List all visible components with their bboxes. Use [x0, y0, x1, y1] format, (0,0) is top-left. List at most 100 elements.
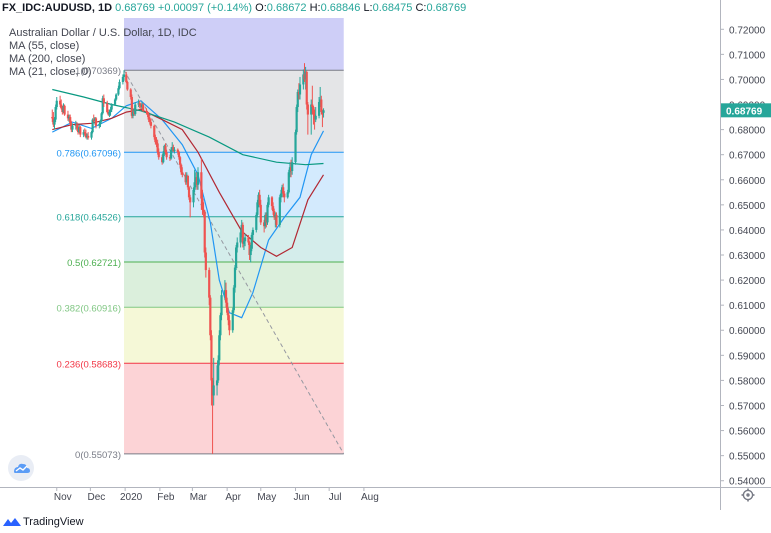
candle-body [302, 74, 305, 85]
candle-body [117, 88, 120, 95]
candle-body [70, 123, 73, 130]
candle-body [134, 104, 137, 115]
fib-level-label: 0(0.55073) [75, 450, 121, 461]
symbol-label[interactable]: FX_IDC:AUDUSD, 1D [2, 2, 113, 14]
candle-body [227, 312, 230, 321]
y-tick-label: 0.62000 [729, 276, 766, 287]
candle-body [173, 149, 176, 151]
fib-level-label: 1(0.70369) [75, 66, 121, 77]
candle-body [223, 290, 227, 296]
candle-body [147, 114, 150, 120]
y-tick-label: 0.66000 [729, 176, 766, 187]
candle-body [319, 99, 322, 103]
candle-body [100, 113, 103, 121]
candle-body [218, 335, 221, 361]
high-label: H: [309, 2, 321, 14]
candle-body [145, 110, 148, 113]
candle-body [295, 107, 298, 133]
candle-body [164, 145, 167, 153]
candle-body [79, 127, 82, 135]
candle-body [115, 94, 118, 100]
fib-zone [124, 307, 344, 364]
candle-body [233, 267, 237, 288]
candle-body [283, 193, 286, 198]
candle-body [240, 224, 243, 233]
close-value: 0.68769 [426, 2, 467, 14]
candle-body [202, 209, 205, 213]
legend-ma55[interactable]: MA (55, close) [9, 40, 80, 52]
candle-body [266, 204, 269, 223]
fib-level-label: 0.236(0.58683) [57, 359, 121, 370]
candle-body [257, 194, 260, 203]
x-tick-label: May [257, 492, 276, 503]
y-tick-label: 0.60000 [729, 326, 766, 337]
legend-ma21[interactable]: MA (21, close, 0) [9, 66, 92, 78]
candle-body [322, 110, 325, 113]
open-label: O: [255, 2, 267, 14]
gear-icon[interactable] [741, 488, 755, 502]
candles [51, 63, 325, 454]
chart-frame[interactable]: 1(0.70369) 0.786(0.67096) 0.618(0.64526) 0.… [0, 0, 771, 510]
candle-body [137, 103, 140, 105]
last-price-badge-group: 0.68769 [721, 103, 771, 118]
candle-body [156, 143, 159, 153]
candle-body [317, 102, 321, 116]
candle-body [291, 162, 294, 171]
legend-ma200[interactable]: MA (200, close) [9, 53, 86, 65]
tradingview-badge[interactable] [8, 455, 34, 481]
candle-body [121, 76, 124, 82]
candle-body [270, 197, 274, 207]
candle-body [224, 290, 228, 303]
change-value: +0.00097 (+0.14%) [157, 2, 253, 14]
candle-body [314, 115, 317, 120]
candle-body [248, 242, 251, 256]
candle-body [192, 189, 195, 203]
candle-body [125, 74, 128, 82]
candle-body [311, 104, 314, 108]
candle-body [55, 100, 58, 108]
tradingview-brand[interactable]: TradingView [23, 516, 84, 528]
candle-body [211, 380, 214, 396]
candle-body [278, 197, 281, 225]
candle-body [149, 122, 153, 126]
candle-body [275, 214, 278, 225]
candle-body [157, 152, 160, 158]
candle-body [94, 118, 98, 126]
candle-body [185, 176, 188, 183]
candle-body [122, 74, 126, 77]
candle-body [177, 152, 181, 158]
x-tick-label: Feb [157, 492, 175, 503]
last-price: 0.68769 [115, 2, 155, 14]
candle-body [126, 81, 129, 90]
candle-body [83, 132, 86, 134]
legend-title[interactable]: Australian Dollar / U.S. Dollar, 1D, IDC [9, 27, 197, 39]
candle-body [265, 214, 268, 223]
candle-body [212, 385, 215, 396]
candle-body [187, 187, 191, 198]
close-label: C: [415, 2, 427, 14]
fib-trendline-line [123, 69, 345, 455]
candle-body [279, 193, 283, 198]
candle-body [82, 132, 85, 135]
candle-body [98, 124, 101, 126]
candle-body [140, 104, 144, 108]
candle-body [78, 127, 81, 133]
candle-body [129, 89, 132, 98]
candle-body [102, 98, 105, 104]
candle-body [51, 117, 54, 119]
price-chart[interactable]: 1(0.70369) 0.786(0.67096) 0.618(0.64526) 0.… [0, 0, 771, 510]
candle-body [184, 174, 187, 183]
candle-body [130, 97, 133, 116]
candle-body [239, 232, 242, 243]
open-value: 0.68672 [266, 2, 307, 14]
candle-body [297, 91, 300, 95]
candle-body [113, 99, 117, 105]
fib-level-labels: 1(0.70369) 0.786(0.67096) 0.618(0.64526) 0.… [57, 66, 121, 461]
candle-body [148, 119, 151, 123]
candle-body [312, 107, 315, 115]
candle-body [280, 187, 284, 194]
candle-body [241, 224, 244, 244]
candle-body [259, 204, 262, 223]
candle-body [258, 194, 261, 205]
candle-body [209, 297, 212, 336]
